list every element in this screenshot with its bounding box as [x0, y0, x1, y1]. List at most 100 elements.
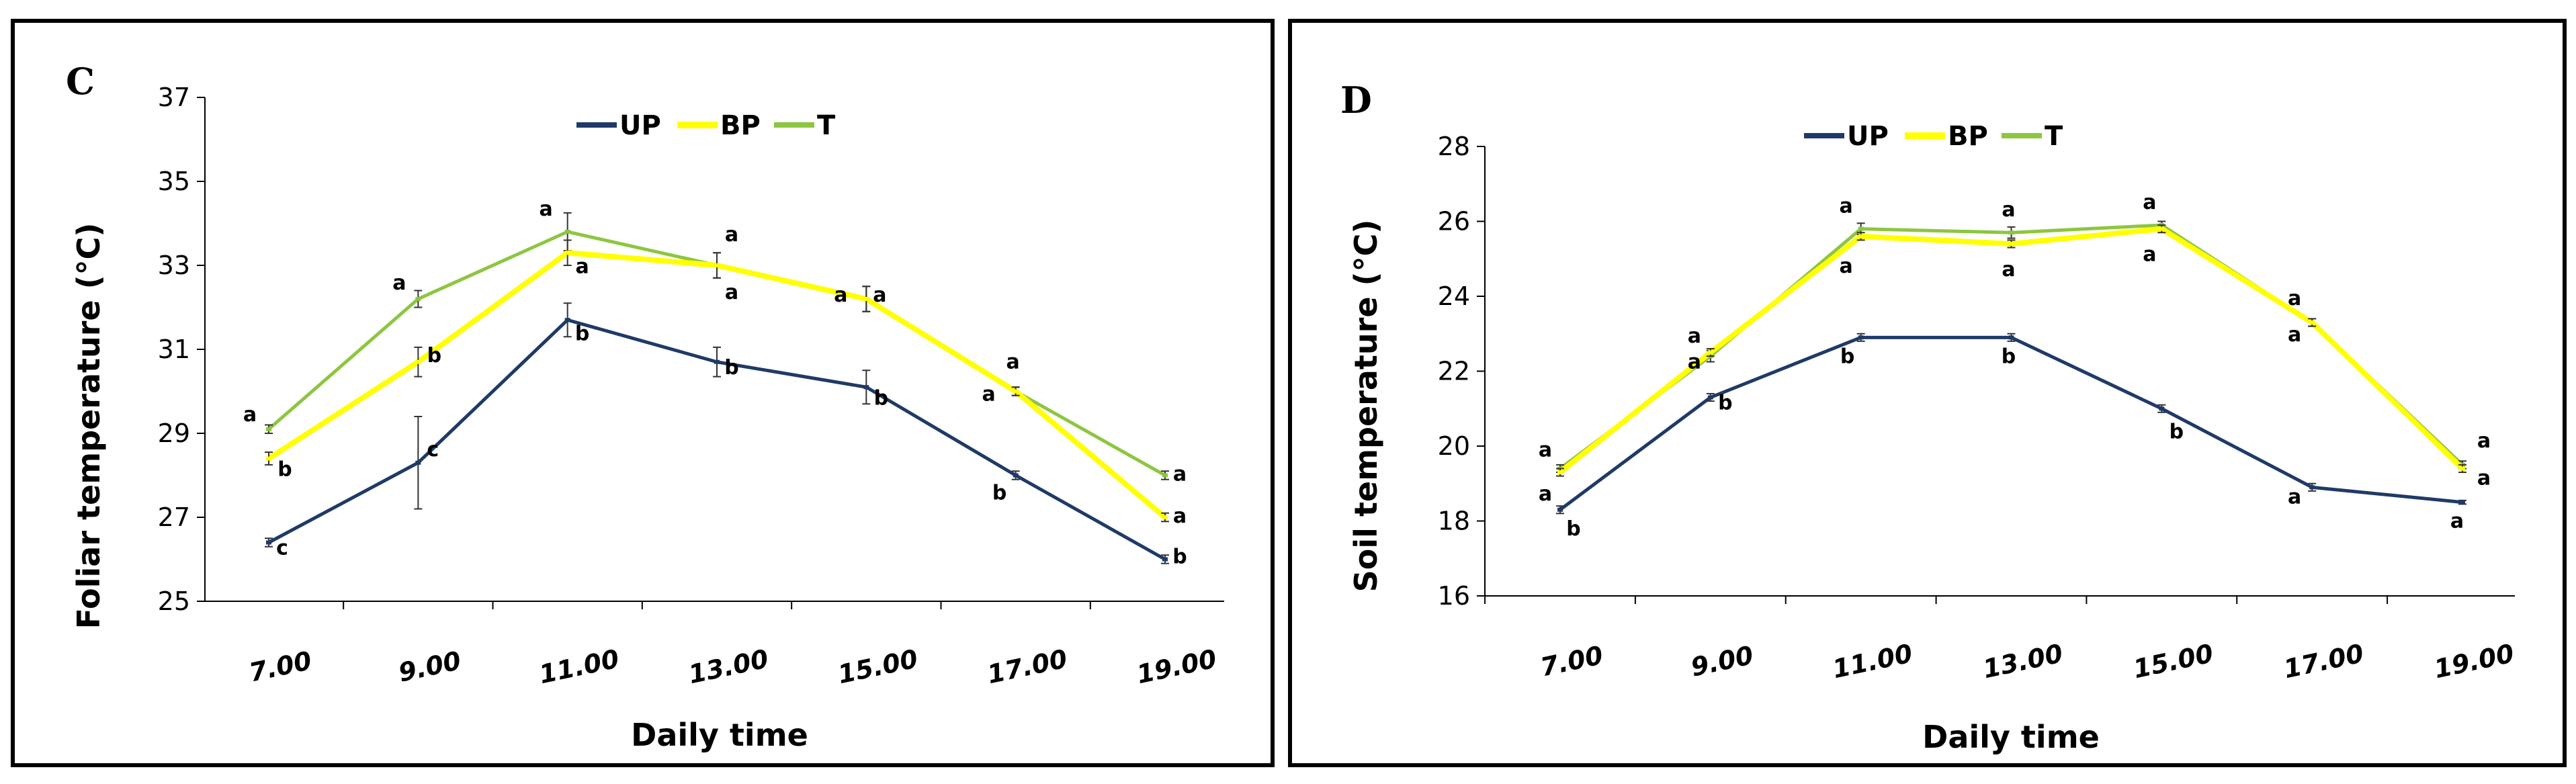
significance-label-t: a [392, 271, 406, 295]
significance-label-bp: a [725, 281, 738, 304]
y-tick-label: 18 [1438, 507, 1470, 536]
data-point-up [863, 385, 869, 390]
significance-label-t: a [2477, 429, 2491, 453]
data-point-up [1162, 557, 1168, 562]
panel-label-d: D [1340, 79, 1372, 122]
significance-label-t: a [1006, 351, 1020, 374]
significance-label-bp: a [2477, 466, 2491, 490]
x-tick-label: 9.00 [396, 646, 464, 688]
significance-label-bp: a [576, 255, 589, 278]
data-point-bp [1707, 350, 1713, 355]
legend-label-bp: BP [1948, 121, 1988, 152]
x-tick-label: 15.00 [835, 644, 920, 689]
legend-d: UP BP T [1804, 121, 2063, 152]
data-point-bp [2159, 226, 2165, 231]
significance-label-bp: a [873, 284, 886, 307]
data-point-up [2159, 406, 2165, 411]
significance-label-up: b [1566, 517, 1580, 541]
significance-label-bp: a [982, 383, 996, 406]
y-tick-label: 24 [1438, 281, 1470, 311]
significance-label-bp: a [2002, 258, 2015, 281]
y-tick-label: 31 [158, 335, 190, 364]
significance-label-bp: a [2143, 243, 2156, 267]
y-tick-label: 28 [1438, 132, 1470, 161]
x-tick-label: 19.00 [1134, 644, 1219, 689]
y-tick-label: 16 [1438, 581, 1470, 611]
significance-label-t: a [540, 198, 553, 221]
significance-label-up: b [992, 482, 1006, 505]
legend-label-up: UP [619, 110, 661, 141]
significance-label-bp: a [1539, 482, 1552, 506]
significance-label-t: a [1173, 463, 1187, 486]
significance-label-up: b [874, 386, 888, 410]
data-point-up [2309, 485, 2315, 490]
data-point-t [1162, 473, 1168, 478]
data-point-t [415, 297, 421, 301]
data-point-bp [564, 251, 570, 255]
y-tick-label: 29 [158, 419, 190, 448]
significance-label-up: c [427, 438, 439, 462]
significance-label-up: b [724, 356, 738, 380]
legend-label-up: UP [1847, 121, 1889, 152]
significance-label-t: a [1539, 438, 1552, 462]
data-point-bp [2309, 320, 2315, 325]
data-point-bp [1858, 234, 1864, 238]
data-point-bp [1013, 389, 1019, 394]
y-tick-label: 25 [158, 586, 190, 616]
y-tick-label: 35 [158, 167, 190, 196]
y-axis-title-c: Foliar temperature (°C) [71, 223, 107, 629]
x-axis-title-c: Daily time [631, 717, 808, 753]
significance-label-t: a [1840, 195, 1853, 218]
chart-panel-d: D UP BP T Daily time Soil temperature (°… [1288, 19, 2567, 767]
significance-label-t: a [725, 223, 738, 247]
significance-label-t: a [834, 284, 847, 307]
data-point-up [2460, 500, 2465, 505]
data-point-t [266, 427, 271, 431]
data-point-up [415, 460, 421, 465]
legend-label-t: T [2045, 121, 2063, 152]
data-point-bp [863, 297, 869, 301]
plot-area-c: 25 27 29 31 33 35 37 7.00 9.00 11.00 13.00 15.00 17.… [158, 83, 1224, 689]
y-tick-label: 26 [1438, 207, 1470, 236]
y-axis-title-d: Soil temperature (°C) [1348, 220, 1384, 593]
chart-panel-c: C UP BP T Daily time Foliar temperature … [11, 19, 1275, 767]
chart-d-svg: D UP BP T Daily time Soil temperature (°… [1340, 79, 2517, 755]
x-tick-label: 11.00 [1830, 638, 1916, 684]
significance-label-bp: a [1173, 505, 1187, 528]
significance-label-bp: b [277, 458, 292, 482]
legend-c: UP BP T [576, 110, 836, 141]
significance-label-bp: a [1840, 255, 1853, 278]
y-tick-label: 20 [1438, 431, 1470, 461]
significance-label-up: b [2002, 345, 2016, 368]
data-point-up [2008, 335, 2014, 340]
plot-area-d: 16 18 20 22 24 26 28 7.00 9.00 11.00 13.00 15.00 17.… [1438, 132, 2517, 684]
significance-label-up: b [575, 322, 589, 345]
data-point-bp [415, 359, 421, 364]
significance-label-up: b [2170, 420, 2184, 443]
significance-label-bp: a [2288, 323, 2301, 347]
x-tick-label: 15.00 [2131, 638, 2216, 684]
data-point-bp [2460, 466, 2465, 471]
significance-label-t: a [243, 403, 257, 427]
data-point-t [1858, 226, 1864, 231]
significance-label-t: a [2002, 198, 2015, 222]
significance-label-up: a [2450, 510, 2464, 533]
data-point-bp [2008, 241, 2014, 246]
x-tick-label: 9.00 [1688, 640, 1756, 683]
data-point-t [2008, 230, 2014, 235]
x-tick-label: 7.00 [1538, 640, 1606, 683]
y-tick-label: 33 [158, 251, 190, 280]
data-point-bp [266, 456, 271, 461]
data-point-up [1013, 473, 1019, 478]
significance-label-t: a [2143, 191, 2156, 214]
data-point-bp [1557, 470, 1563, 475]
x-tick-label: 7.00 [247, 646, 314, 688]
significance-label-bp: b [427, 344, 441, 367]
data-point-t [564, 230, 570, 234]
data-point-up [1557, 507, 1563, 512]
x-tick-label: 13.00 [1980, 638, 2065, 684]
legend-label-t: T [817, 110, 836, 141]
data-point-up [564, 318, 570, 322]
data-point-up [1858, 335, 1864, 340]
legend-label-bp: BP [720, 110, 761, 141]
